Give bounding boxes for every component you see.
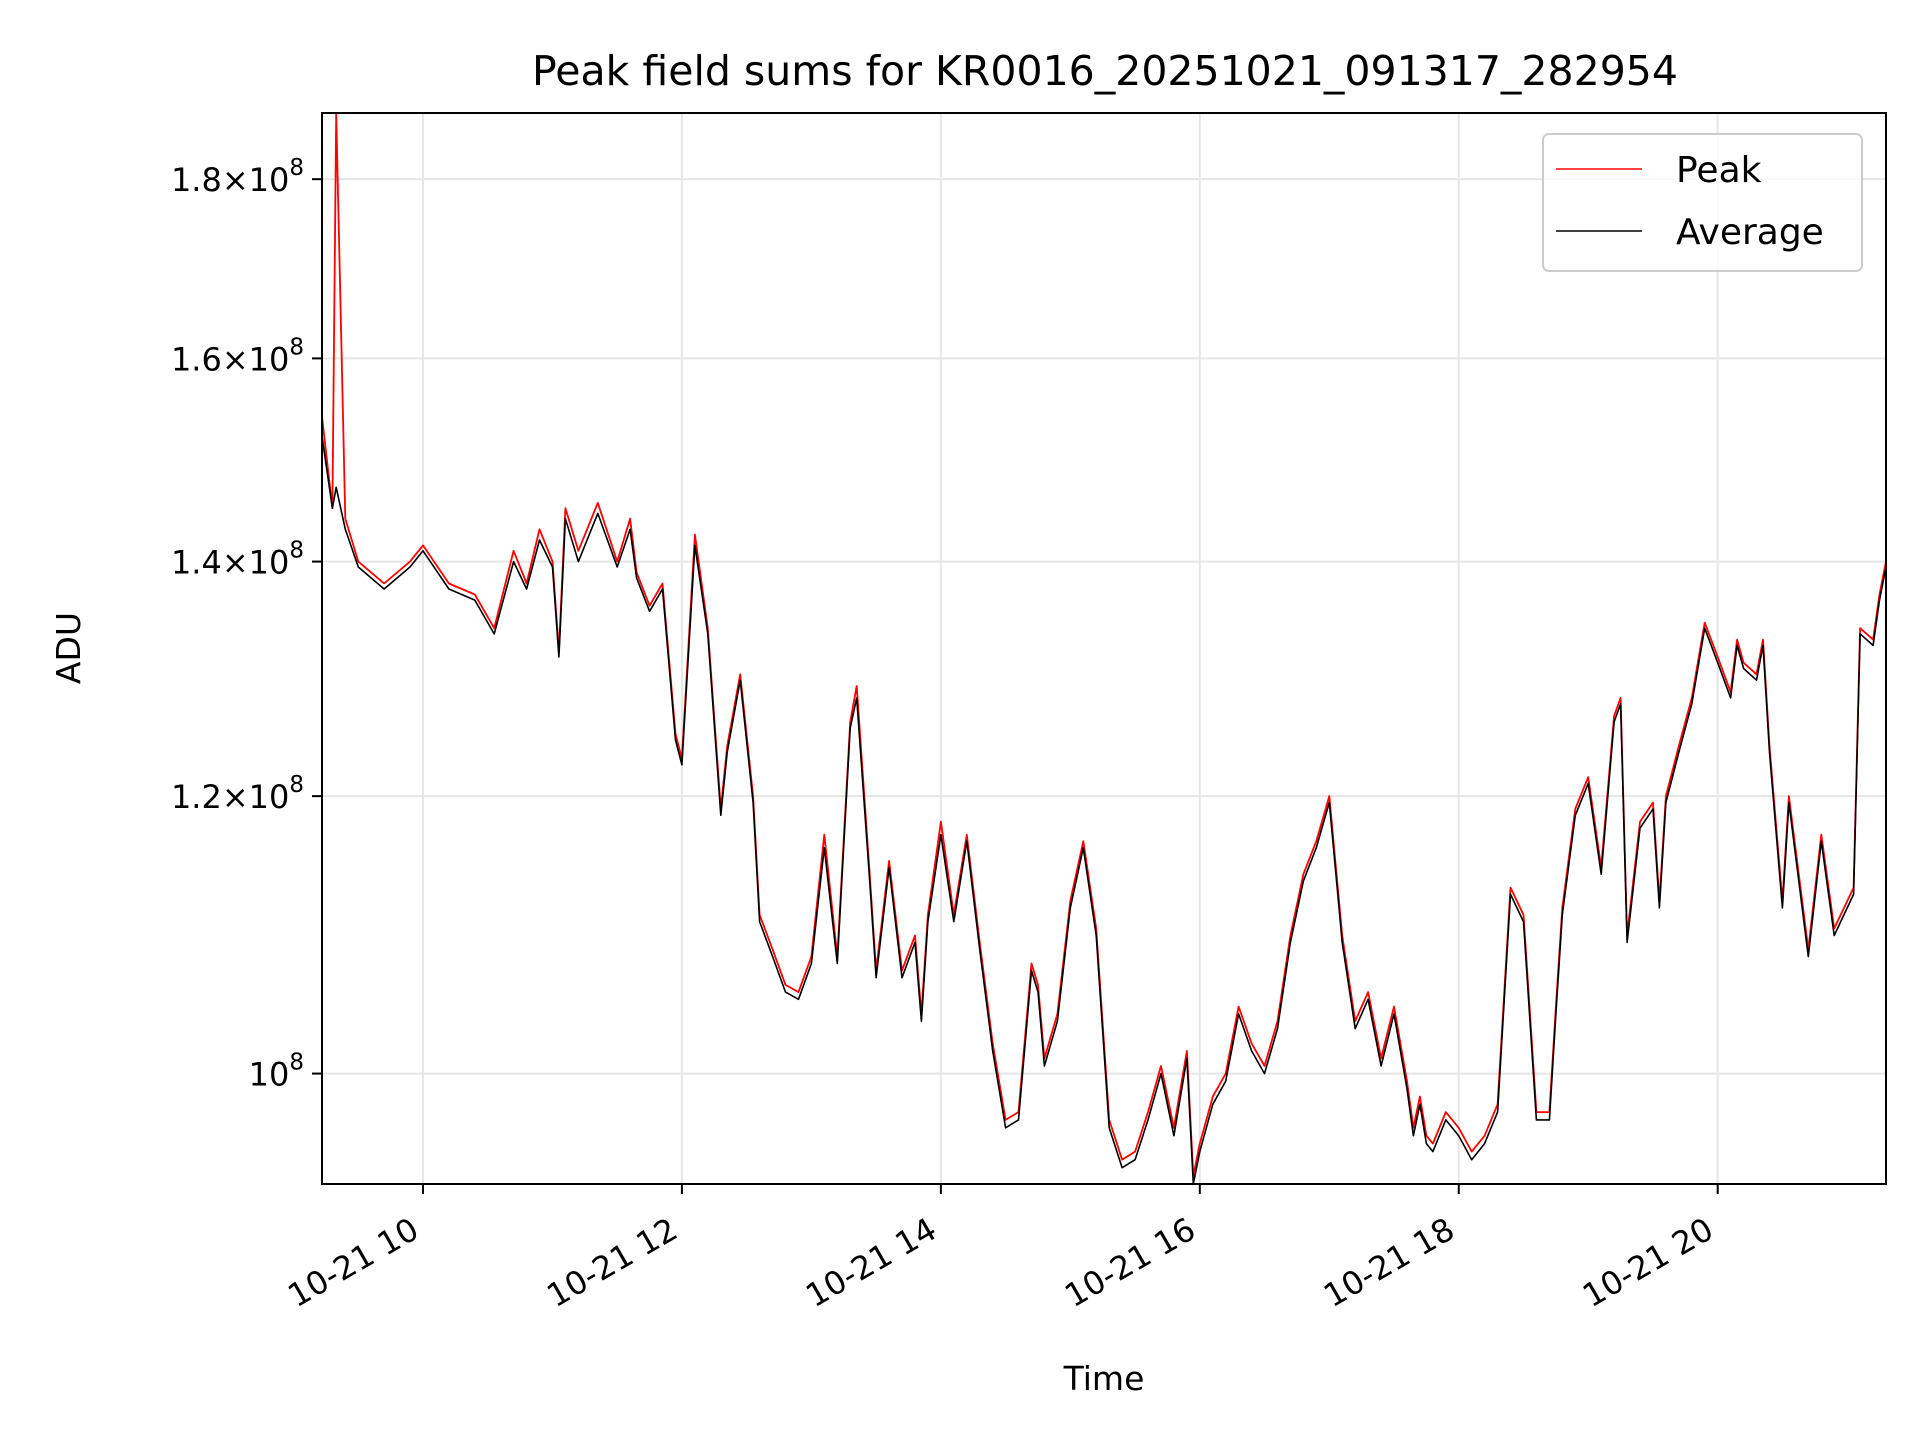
y-tick-exponent: 8 bbox=[289, 538, 304, 564]
y-tick-mantissa-base: 1.6×10 bbox=[171, 340, 289, 378]
y-tick-exponent: 8 bbox=[289, 155, 304, 181]
series-line-average bbox=[321, 436, 1887, 1185]
y-tick-mantissa-base: 1.8×10 bbox=[171, 161, 289, 199]
y-tick-exponent: 8 bbox=[289, 772, 304, 798]
y-tick-mantissa-base: 10 bbox=[249, 1056, 290, 1094]
y-tick-label: 1.8×108 bbox=[171, 155, 304, 199]
y-tick-label: 108 bbox=[249, 1050, 304, 1094]
plot-frame bbox=[321, 112, 1887, 1185]
y-tick-label: 1.6×108 bbox=[171, 334, 304, 378]
y-axis-label: ADU bbox=[49, 612, 88, 684]
chart-title: Peak field sums for KR0016_20251021_0913… bbox=[532, 47, 1678, 95]
legend-label-peak: Peak bbox=[1676, 150, 1762, 191]
x-axis-label: Time bbox=[1063, 1359, 1145, 1398]
y-tick-mantissa-base: 1.4×10 bbox=[171, 544, 289, 582]
y-tick-exponent: 8 bbox=[289, 334, 304, 360]
y-tick-mantissa-base: 1.2×10 bbox=[171, 778, 289, 816]
y-tick-exponent: 8 bbox=[289, 1050, 304, 1076]
y-tick-label: 1.2×108 bbox=[171, 772, 304, 816]
legend-label-average: Average bbox=[1676, 212, 1824, 253]
y-tick-label: 1.4×108 bbox=[171, 538, 304, 582]
series-layer bbox=[321, 112, 1887, 1185]
legend: Peak Average bbox=[1542, 133, 1863, 272]
